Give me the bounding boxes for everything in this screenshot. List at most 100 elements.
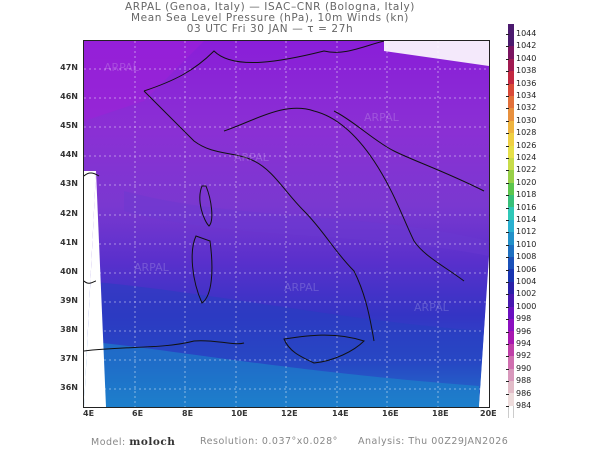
svg-text:ARPAL: ARPAL — [284, 281, 320, 294]
colorbar-label: 984 — [516, 401, 532, 410]
colorbar-label: 1024 — [516, 153, 537, 162]
lat-tick-45n: 45N — [60, 121, 78, 130]
colorbar-segment — [508, 331, 514, 344]
lat-tick-36n: 36N — [60, 383, 78, 392]
colorbar-label: 1038 — [516, 66, 537, 76]
colorbar-segment — [508, 207, 514, 220]
colorbar-segment — [508, 281, 514, 295]
lat-tick-39n: 39N — [60, 296, 78, 305]
colorbar-tick — [506, 220, 509, 221]
pressure-map: ARPAL ARPAL ARPAL ARPAL ARPAL ARPAL — [83, 40, 490, 408]
colorbar-tick — [506, 232, 509, 234]
colorbar-label: 1032 — [516, 103, 537, 113]
pressure-field: ARPAL ARPAL ARPAL ARPAL ARPAL ARPAL — [84, 41, 489, 407]
svg-text:ARPAL: ARPAL — [134, 261, 170, 274]
lon-tick-8e: 8E — [182, 409, 194, 418]
lon-tick-10e: 10E — [231, 409, 248, 418]
svg-text:ARPAL: ARPAL — [414, 301, 450, 314]
lat-tick-40n: 40N — [60, 267, 78, 276]
colorbar-label: 1016 — [516, 202, 537, 212]
colorbar-segment — [508, 83, 514, 96]
colorbar-label: 992 — [516, 351, 532, 361]
colorbar-segment — [508, 232, 514, 245]
colorbar-label: 988 — [516, 376, 532, 386]
colorbar-tick — [506, 170, 509, 172]
colorbar-label: 1010 — [516, 239, 537, 249]
colorbar-tick — [506, 282, 509, 283]
title-line-2: Mean Sea Level Pressure (hPa), 10m Winds… — [131, 12, 409, 24]
colorbar-tick — [506, 96, 509, 97]
colorbar-segment — [508, 257, 514, 270]
colorbar-tick — [506, 393, 509, 395]
colorbar-label: 996 — [516, 326, 532, 336]
colorbar-segment — [508, 133, 514, 146]
colorbar-segment — [508, 157, 514, 171]
title-line-3: 03 UTC Fri 30 JAN — τ = 27h — [186, 23, 354, 35]
colorbar-label: 1030 — [516, 115, 537, 125]
colorbar-segment — [508, 95, 514, 109]
colorbar-segment — [508, 356, 514, 369]
colorbar-tick — [506, 257, 509, 259]
colorbar-tick — [506, 58, 509, 60]
colorbar-tick — [506, 406, 509, 407]
footer-resolution: Resolution: 0.037°x0.028° — [200, 436, 338, 447]
footer-analysis: Analysis: Thu 00Z29JAN2026 — [358, 436, 509, 447]
svg-text:ARPAL: ARPAL — [364, 111, 400, 124]
lat-tick-42n: 42N — [60, 209, 78, 218]
colorbar-segment — [508, 269, 514, 282]
colorbar-label: 1000 — [516, 301, 537, 311]
colorbar-label: 1026 — [516, 140, 537, 150]
colorbar-segment — [508, 24, 514, 34]
lon-tick-16e: 16E — [382, 409, 399, 418]
lon-tick-6e: 6E — [132, 409, 144, 418]
lat-tick-47n: 47N — [60, 63, 78, 72]
colorbar-label: 1012 — [516, 227, 537, 237]
colorbar-label: 1042 — [516, 41, 537, 51]
lat-tick-38n: 38N — [60, 325, 78, 334]
colorbar-tick — [506, 108, 509, 110]
colorbar-tick — [506, 182, 509, 184]
colorbar-label: 998 — [516, 314, 532, 324]
colorbar-segment — [508, 380, 514, 394]
colorbar-label: 1020 — [516, 177, 537, 187]
colorbar-segment — [508, 182, 514, 196]
lat-tick-44n: 44N — [60, 150, 78, 159]
colorbar-tick — [506, 145, 509, 147]
colorbar-segment — [508, 120, 514, 134]
model-value: moloch — [129, 436, 176, 448]
colorbar-label: 1006 — [516, 264, 537, 274]
colorbar-label: 1018 — [516, 190, 537, 200]
colorbar-tick — [506, 269, 509, 271]
lat-tick-46n: 46N — [60, 92, 78, 101]
colorbar-segment — [508, 195, 514, 208]
colorbar-segment — [508, 170, 514, 183]
colorbar-tick — [506, 381, 509, 383]
colorbar-label: 1002 — [516, 289, 537, 299]
colorbar-label: 986 — [516, 388, 532, 398]
svg-text:ARPAL: ARPAL — [234, 151, 270, 164]
colorbar-segment — [508, 393, 514, 406]
colorbar-segment — [508, 145, 514, 158]
colorbar-label: 1008 — [516, 252, 537, 262]
colorbar-segment — [508, 108, 514, 121]
footer-model: Model: moloch — [91, 436, 175, 448]
lon-tick-20e: 20E — [480, 409, 497, 418]
title-line-1: ARPAL (Genoa, Italy) — ISAC–CNR (Bologna… — [125, 1, 415, 13]
colorbar-segment — [508, 343, 514, 357]
colorbar-tick — [506, 319, 509, 321]
colorbar-label: 1022 — [516, 165, 537, 175]
colorbar-tick — [506, 244, 509, 246]
colorbar-segment — [508, 219, 514, 233]
colorbar-tick — [506, 306, 509, 308]
lon-tick-4e: 4E — [83, 409, 95, 418]
svg-text:ARPAL: ARPAL — [104, 61, 140, 74]
colorbar-segment — [508, 34, 514, 47]
colorbar-label: 1034 — [516, 91, 537, 100]
lon-tick-14e: 14E — [332, 409, 349, 418]
coastlines — [84, 41, 485, 364]
pressure-colorbar — [508, 24, 514, 419]
colorbar-segment — [508, 318, 514, 332]
colorbar-tick — [506, 344, 509, 345]
colorbar-tick — [506, 133, 509, 135]
lat-tick-37n: 37N — [60, 354, 78, 363]
